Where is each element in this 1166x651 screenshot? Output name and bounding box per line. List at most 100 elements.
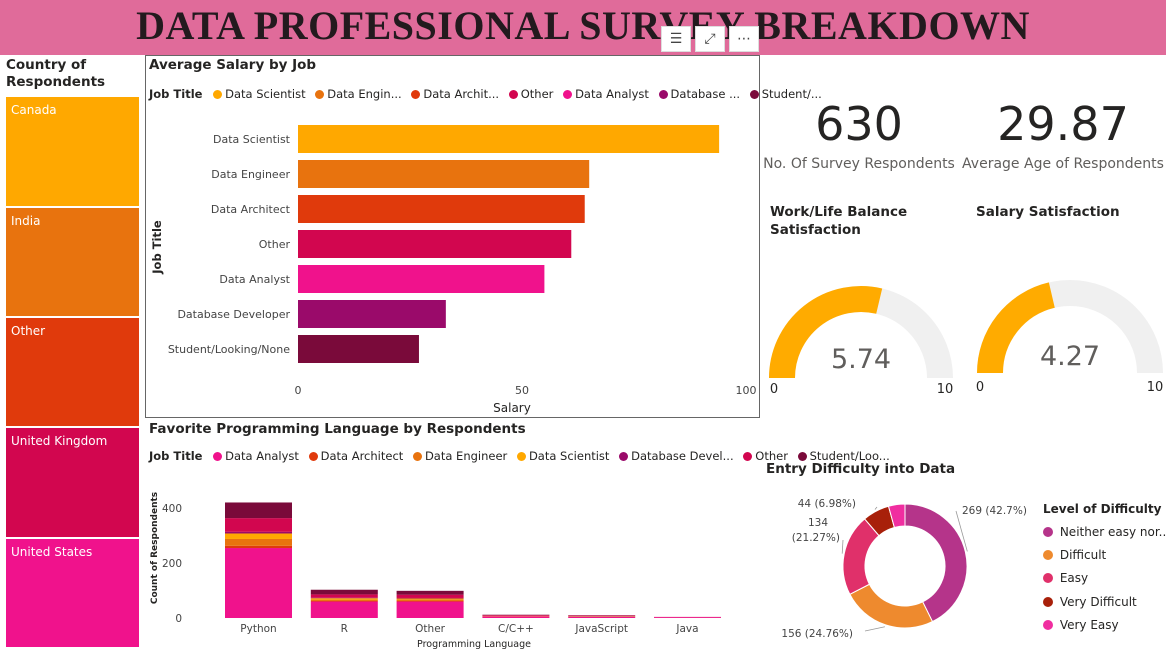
legend-label: Student/Loo... xyxy=(809,449,890,463)
language-bar-segment[interactable] xyxy=(225,548,292,618)
entry-difficulty-donut[interactable]: 269 (42.7%) 156 (24.76%) 134 (21.27%) 44 (6.… xyxy=(765,482,1035,647)
language-bar-segment[interactable] xyxy=(225,545,292,549)
language-category-label: JavaScript xyxy=(574,623,628,635)
treemap-tile-canada[interactable]: Canada xyxy=(6,97,139,208)
donut-data-label: (21.27%) xyxy=(792,532,840,544)
gauge-salary-satisfaction[interactable]: 0 10 4.27 xyxy=(971,265,1166,398)
legend-item[interactable]: Other xyxy=(508,87,553,101)
legend-item[interactable]: Student/Loo... xyxy=(797,449,890,463)
legend-item[interactable]: Data Architect xyxy=(308,449,403,463)
salary-category-label: Database Developer xyxy=(177,308,290,321)
gauge-work-life-balance[interactable]: 0 10 5.74 xyxy=(765,270,960,400)
treemap-tile-other[interactable]: Other xyxy=(6,318,139,428)
language-bar-segment[interactable] xyxy=(396,590,464,595)
language-y-tick: 400 xyxy=(162,503,182,515)
donut-slice[interactable] xyxy=(842,518,880,595)
legend-label: Data Engineer xyxy=(424,449,508,463)
language-bar-segment[interactable] xyxy=(225,502,292,519)
donut-slice[interactable] xyxy=(904,503,968,623)
legend-item[interactable]: Database ... xyxy=(658,87,740,101)
language-category-label: Other xyxy=(415,623,445,635)
language-bar-segment[interactable] xyxy=(225,531,292,534)
treemap-title: Country of Respondents xyxy=(6,57,106,90)
gauge-max-label: 10 xyxy=(1147,380,1164,395)
legend-label: Very Difficult xyxy=(1059,594,1137,609)
language-bar-segment[interactable] xyxy=(396,600,464,602)
legend-label: Student/... xyxy=(761,87,822,101)
legend-dot xyxy=(412,452,422,461)
language-bar-segment[interactable] xyxy=(310,599,378,601)
donut-slice[interactable] xyxy=(849,583,934,629)
legend-item[interactable]: Very Difficult xyxy=(1043,591,1166,614)
salary-bar[interactable] xyxy=(298,230,572,258)
language-bar-segment[interactable] xyxy=(310,598,378,600)
gauge-min-label: 0 xyxy=(976,380,984,395)
gauge-max-label: 10 xyxy=(937,382,954,397)
legend-item[interactable]: Student/... xyxy=(749,87,822,101)
more-options-icon[interactable]: ⋯ xyxy=(729,26,759,52)
treemap-tile-united-states[interactable]: United States xyxy=(6,539,139,649)
treemap-tile-india[interactable]: India xyxy=(6,208,139,318)
language-stacked-bar-chart[interactable]: Count of Respondents Programming Languag… xyxy=(145,470,760,651)
salary-bar[interactable] xyxy=(298,195,585,223)
legend-item[interactable]: Data Analyst xyxy=(213,449,299,463)
salary-bar[interactable] xyxy=(298,300,446,328)
legend-item[interactable]: Data Archit... xyxy=(411,87,499,101)
donut-data-label: 156 (24.76%) xyxy=(781,628,853,640)
language-bar-segment[interactable] xyxy=(310,597,378,599)
donut-leader-line xyxy=(874,506,878,510)
treemap-tile-label: United States xyxy=(11,545,93,559)
language-bar-segment[interactable] xyxy=(396,599,464,601)
gauge-value-label: 4.27 xyxy=(1040,341,1100,372)
language-bar-segment[interactable] xyxy=(482,616,550,618)
salary-chart-panel[interactable] xyxy=(145,55,760,418)
salary-x-axis-label: Salary xyxy=(493,401,531,415)
legend-item[interactable]: Other xyxy=(743,449,788,463)
legend-dot xyxy=(619,452,629,461)
language-bar-segment[interactable] xyxy=(225,533,292,539)
language-bar-segment[interactable] xyxy=(310,601,378,618)
language-category-label: Java xyxy=(675,623,698,635)
salary-category-label: Data Engineer xyxy=(211,168,290,181)
language-bar-segment[interactable] xyxy=(482,614,550,616)
filter-icon[interactable]: ☰ xyxy=(661,26,691,52)
legend-item[interactable]: Difficult xyxy=(1043,544,1166,567)
language-bar-segment[interactable] xyxy=(396,594,464,598)
language-bar-segment[interactable] xyxy=(225,518,292,532)
legend-dot xyxy=(563,90,573,99)
language-bar-segment[interactable] xyxy=(568,616,636,618)
language-bar-segment[interactable] xyxy=(396,598,464,600)
salary-bar[interactable] xyxy=(298,160,590,188)
language-bar-segment[interactable] xyxy=(310,589,378,595)
language-bar-segment[interactable] xyxy=(310,594,378,598)
legend-item[interactable]: Data Engin... xyxy=(315,87,402,101)
donut-slice[interactable] xyxy=(887,503,906,529)
language-bar-segment[interactable] xyxy=(654,617,721,618)
language-category-label: R xyxy=(341,623,348,635)
legend-item[interactable]: Easy xyxy=(1043,567,1166,590)
treemap-tile-united-kingdom[interactable]: United Kingdom xyxy=(6,428,139,539)
legend-item[interactable]: Data Analyst xyxy=(563,87,649,101)
legend-item[interactable]: Neither easy nor... xyxy=(1043,521,1166,544)
language-bar-segment[interactable] xyxy=(396,601,464,618)
language-bar-segment[interactable] xyxy=(568,615,636,617)
legend-item[interactable]: Database Devel... xyxy=(619,449,734,463)
legend-item[interactable]: Data Engineer xyxy=(412,449,508,463)
salary-x-tick: 50 xyxy=(515,384,529,397)
language-bar-segment[interactable] xyxy=(310,600,378,602)
legend-item[interactable]: Data Scientist xyxy=(516,449,609,463)
legend-item[interactable]: Very Easy xyxy=(1043,614,1166,637)
legend-dot xyxy=(213,452,223,461)
language-bar-segment[interactable] xyxy=(225,538,292,546)
donut-legend-title: Level of Difficulty xyxy=(1043,502,1162,516)
salary-bar-chart[interactable]: Job Title Salary Data Scientist Data Engi… xyxy=(145,105,760,417)
salary-bar[interactable] xyxy=(298,265,545,293)
legend-item[interactable]: Data Scientist xyxy=(213,87,306,101)
focus-mode-icon[interactable]: ⤢ xyxy=(695,26,725,52)
salary-x-tick: 0 xyxy=(295,384,302,397)
salary-bar[interactable] xyxy=(298,125,720,153)
language-category-label: C/C++ xyxy=(498,623,534,635)
language-bar-segment[interactable] xyxy=(396,597,464,599)
kpi-respondents-value: 630 xyxy=(815,97,903,151)
salary-bar[interactable] xyxy=(298,335,419,363)
